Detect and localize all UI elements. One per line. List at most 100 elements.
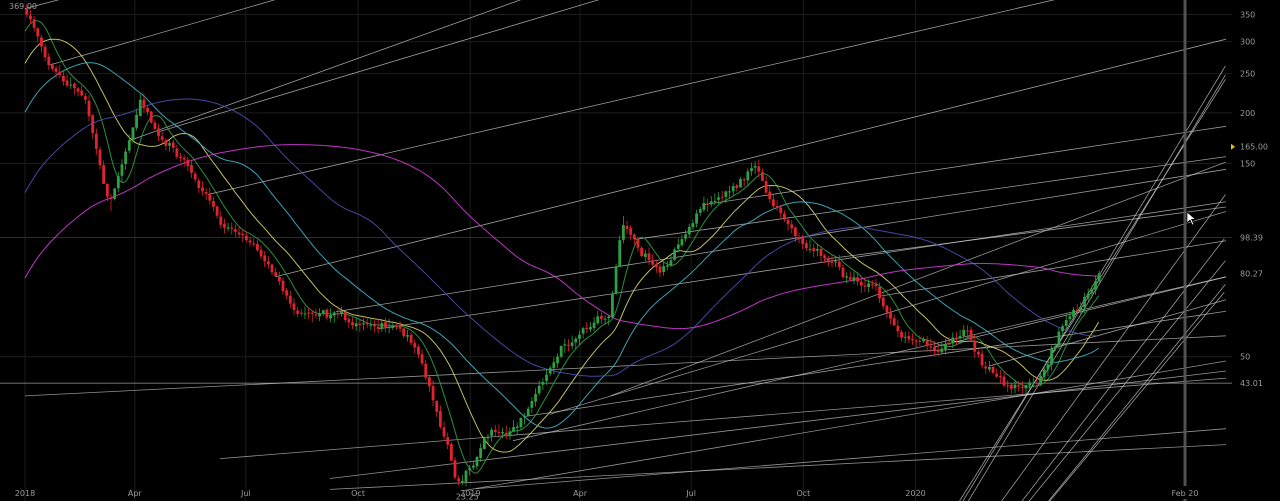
candle-body [131,127,135,141]
candle-body [1028,382,1032,386]
candle-body [270,264,274,273]
candle-body [1017,385,1021,387]
candle-body [629,228,633,235]
candle-body [442,427,446,437]
trend-curve [1028,260,1226,501]
candle-body [384,322,387,328]
candle-body [614,266,618,293]
candle-body [903,336,907,338]
candle-body [1050,348,1053,365]
candle-body [911,338,914,341]
candle-body [325,309,329,318]
candle-body [457,478,461,482]
candle-body [944,344,947,350]
trend-line [702,125,1227,206]
candle-body [537,385,541,394]
candle-body [369,324,373,326]
candle-body [87,100,91,117]
candle-body [255,244,259,251]
candle-body [387,327,391,329]
candle-body [592,322,596,328]
candle-body [845,276,849,278]
candle-body [632,234,636,240]
candle-body [742,179,746,181]
trend-ray [476,428,1227,490]
candle-body [607,316,611,319]
candle-body [215,206,219,216]
candle-body [797,236,801,239]
candle-body [98,149,102,166]
candle-body [1024,385,1028,389]
candle-body [1090,289,1094,294]
candle-body [856,277,860,282]
candle-body [186,159,190,166]
high-annotation: 369.00 [9,2,37,11]
candle-body [867,283,870,288]
candle-body [281,280,285,292]
candle-body [54,68,58,72]
candle-body [874,284,878,287]
candle-body [116,176,120,189]
candle-body [958,335,962,339]
candle-body [449,444,453,461]
trend-curve [959,79,1226,501]
candle-body [182,157,186,160]
candle-body [750,168,753,172]
trend-line [634,156,1227,240]
candle-body [808,249,812,251]
candle-body [881,297,885,307]
candle-body [230,227,234,229]
candle-body [314,314,318,316]
candle-body [691,223,695,228]
candle-body [438,411,442,427]
candle-body [149,111,153,123]
price-tag-bg [1236,267,1266,280]
candle-body [493,429,497,432]
candle-body [248,240,252,243]
price-tag-label: 43.01 [1240,379,1263,388]
candle-body [135,114,138,128]
candle-body [1086,293,1090,298]
trend-line [933,276,1227,348]
candle-body [482,438,486,450]
trend-curve [1048,284,1226,501]
candle-body [1083,296,1086,308]
candle-body [775,206,779,208]
time-axis[interactable]: 2018 Apr Jul Oct 2019 Apr Jul Oct 2020 Feb 20 [15,486,1199,499]
candle-body [515,426,519,428]
candle-body [307,312,311,314]
candle-body [1013,384,1017,389]
moving-average-line [24,144,1099,330]
candle-body [940,348,944,353]
price-axis[interactable]: 350 300 250 200 150 50 165.00 98.39 80.27 43.01 [1231,10,1268,390]
candle-body [47,56,51,66]
candle-body [596,316,600,324]
moving-average-line [24,62,1099,429]
candle-body [402,328,406,337]
candle-body [823,255,827,259]
trend-curve [1049,292,1225,501]
candle-body [431,386,435,401]
candle-body [980,353,984,366]
trend-ray [512,276,1227,442]
trend-ray [24,335,1227,397]
candle-body [94,133,98,149]
candle-body [907,336,911,340]
candles [25,4,1101,487]
candle-body [578,334,581,339]
candle-body [998,375,1002,377]
moving-average-line [24,38,1100,453]
candle-body [292,303,296,310]
candle-body [746,171,750,181]
candle-body [794,227,797,237]
candle-body [647,253,651,261]
candle-body [58,71,62,75]
candle-body [83,96,87,100]
candle-body [764,181,768,193]
candle-body [340,311,343,315]
candle-body [896,325,900,332]
candle-body [834,261,838,263]
candle-body [925,340,929,346]
candle-body [201,187,204,192]
